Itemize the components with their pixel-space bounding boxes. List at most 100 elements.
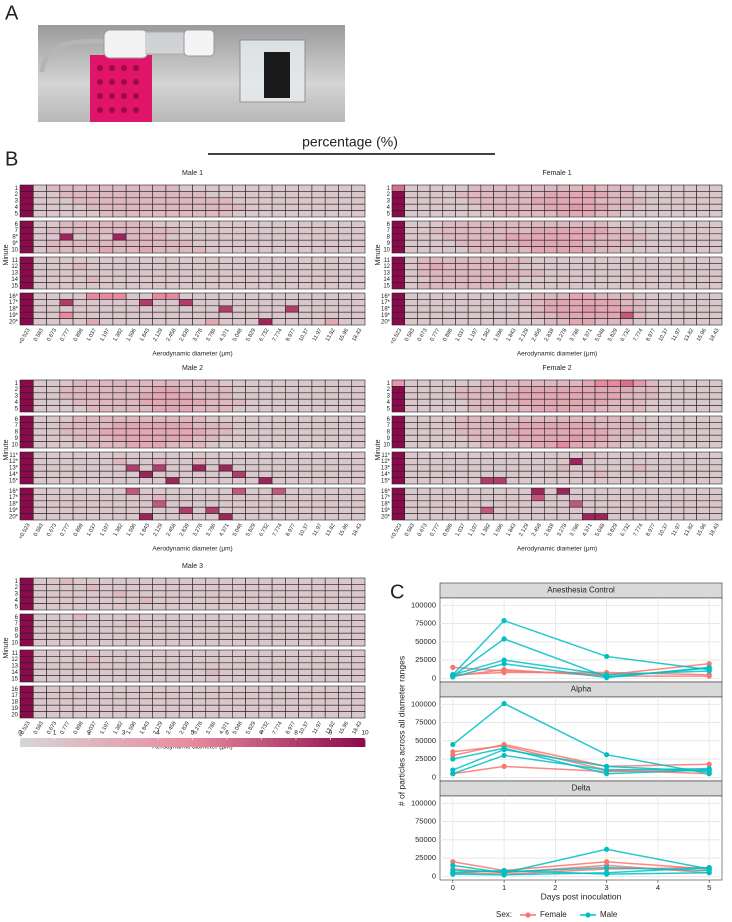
x-tick-label: 5.829 [607, 523, 619, 538]
heatmap-cell [569, 451, 583, 459]
heatmap-cell [46, 434, 61, 442]
heatmap-cell [467, 292, 482, 300]
heatmap-cell [86, 392, 100, 400]
heatmap-cell [19, 506, 34, 514]
heatmap-cell [152, 590, 167, 598]
heatmap-cell [165, 603, 180, 611]
heatmap-cell [86, 386, 100, 394]
heatmap-cell [86, 379, 100, 387]
x-tick-label: 0.583 [404, 523, 416, 538]
heatmap-cell [46, 184, 61, 192]
heatmap-cell [232, 675, 246, 683]
heatmap-cell [544, 263, 558, 271]
heatmap-cell [218, 210, 233, 218]
heatmap-cell [271, 197, 286, 205]
heatmap-cell [493, 282, 507, 290]
heatmap-cell [594, 477, 609, 485]
heatmap-cell [311, 649, 326, 657]
heatmap-cell [645, 227, 659, 235]
heatmap-cell [218, 422, 233, 430]
heatmap-cell [19, 398, 34, 406]
heatmap-cell [32, 246, 47, 254]
heatmap-cell [518, 220, 532, 228]
heatmap-cell [467, 203, 482, 211]
heatmap-cell [324, 451, 339, 459]
heatmap-cell [544, 275, 558, 283]
heatmap-cell [285, 704, 299, 712]
heatmap-cell [351, 513, 366, 521]
heatmap-cell [404, 282, 418, 290]
heatmap-cell [632, 246, 647, 254]
heatmap-cell [531, 263, 545, 271]
heatmap-cell [455, 203, 469, 211]
heatmap-cell [205, 197, 220, 205]
heatmap-cell [178, 458, 193, 466]
heatmap-cell [165, 477, 180, 485]
heatmap-cell [192, 613, 207, 621]
data-point [501, 666, 507, 673]
heatmap-cell [351, 392, 366, 400]
heatmap-cell [442, 487, 456, 495]
heatmap-cell [112, 620, 127, 628]
heatmap-cell [152, 477, 167, 485]
heatmap-cell [298, 477, 313, 485]
x-tick-label: 2.458 [166, 328, 178, 343]
heatmap-cell [258, 458, 273, 466]
heatmap-cell [258, 451, 273, 459]
heatmap-cell [709, 203, 723, 211]
heatmap-cell [218, 311, 233, 319]
heatmap-cell [658, 428, 672, 436]
heatmap-cell [338, 577, 353, 585]
heatmap-cell [86, 464, 100, 472]
heatmap-cell [218, 239, 233, 247]
heatmap-cell [139, 470, 153, 478]
heatmap-cell [324, 620, 339, 628]
heatmap-cell [404, 434, 418, 442]
heatmap-cell [670, 434, 685, 442]
row-label: 5 [15, 604, 19, 610]
heatmap-cell [59, 239, 74, 247]
heatmap-cell [696, 246, 710, 254]
heatmap-cell [258, 246, 273, 254]
heatmap-cell [152, 584, 167, 592]
x-tick-label: 1.843 [505, 523, 517, 538]
panel-label: B [5, 148, 18, 170]
heatmap-cell [505, 458, 520, 466]
heatmap-cell [351, 603, 366, 611]
heatmap-cell [351, 282, 366, 290]
heatmap-cell [391, 434, 405, 442]
heatmap-cell [232, 197, 246, 205]
heatmap-cell [404, 292, 418, 300]
heatmap-cell [645, 282, 659, 290]
heatmap-cell [391, 494, 405, 502]
heatmap-cell [125, 668, 140, 676]
row-label: 12* [381, 459, 391, 465]
heatmap-cell [218, 227, 233, 235]
heatmap-cell [594, 263, 609, 271]
heatmap-cell [218, 451, 233, 459]
heatmap-cell [112, 422, 127, 430]
heatmap-cell [19, 434, 34, 442]
heatmap-cell [311, 197, 326, 205]
heatmap-cell [467, 422, 482, 430]
x-tick-label: 6.732 [258, 328, 270, 343]
heatmap-cell [245, 428, 260, 436]
heatmap-cell [99, 656, 114, 664]
heatmap-cell [455, 494, 469, 502]
data-point [501, 618, 507, 624]
heatmap-cell [218, 626, 233, 634]
x-tick-label: 1.197 [99, 523, 111, 538]
heatmap-cell [429, 500, 444, 508]
heatmap-cell [32, 675, 47, 683]
heatmap-cell [467, 197, 482, 205]
heatmap-cell [46, 596, 61, 604]
heatmap-cell [709, 441, 723, 449]
heatmap-cell [86, 318, 100, 326]
heatmap-cell [391, 282, 405, 290]
heatmap-cell [112, 311, 127, 319]
heatmap-cell [298, 210, 313, 218]
heatmap-cell [285, 379, 299, 387]
heatmap-cell [311, 305, 326, 313]
heatmap-cell [152, 470, 167, 478]
heatmap-cell [505, 299, 520, 307]
